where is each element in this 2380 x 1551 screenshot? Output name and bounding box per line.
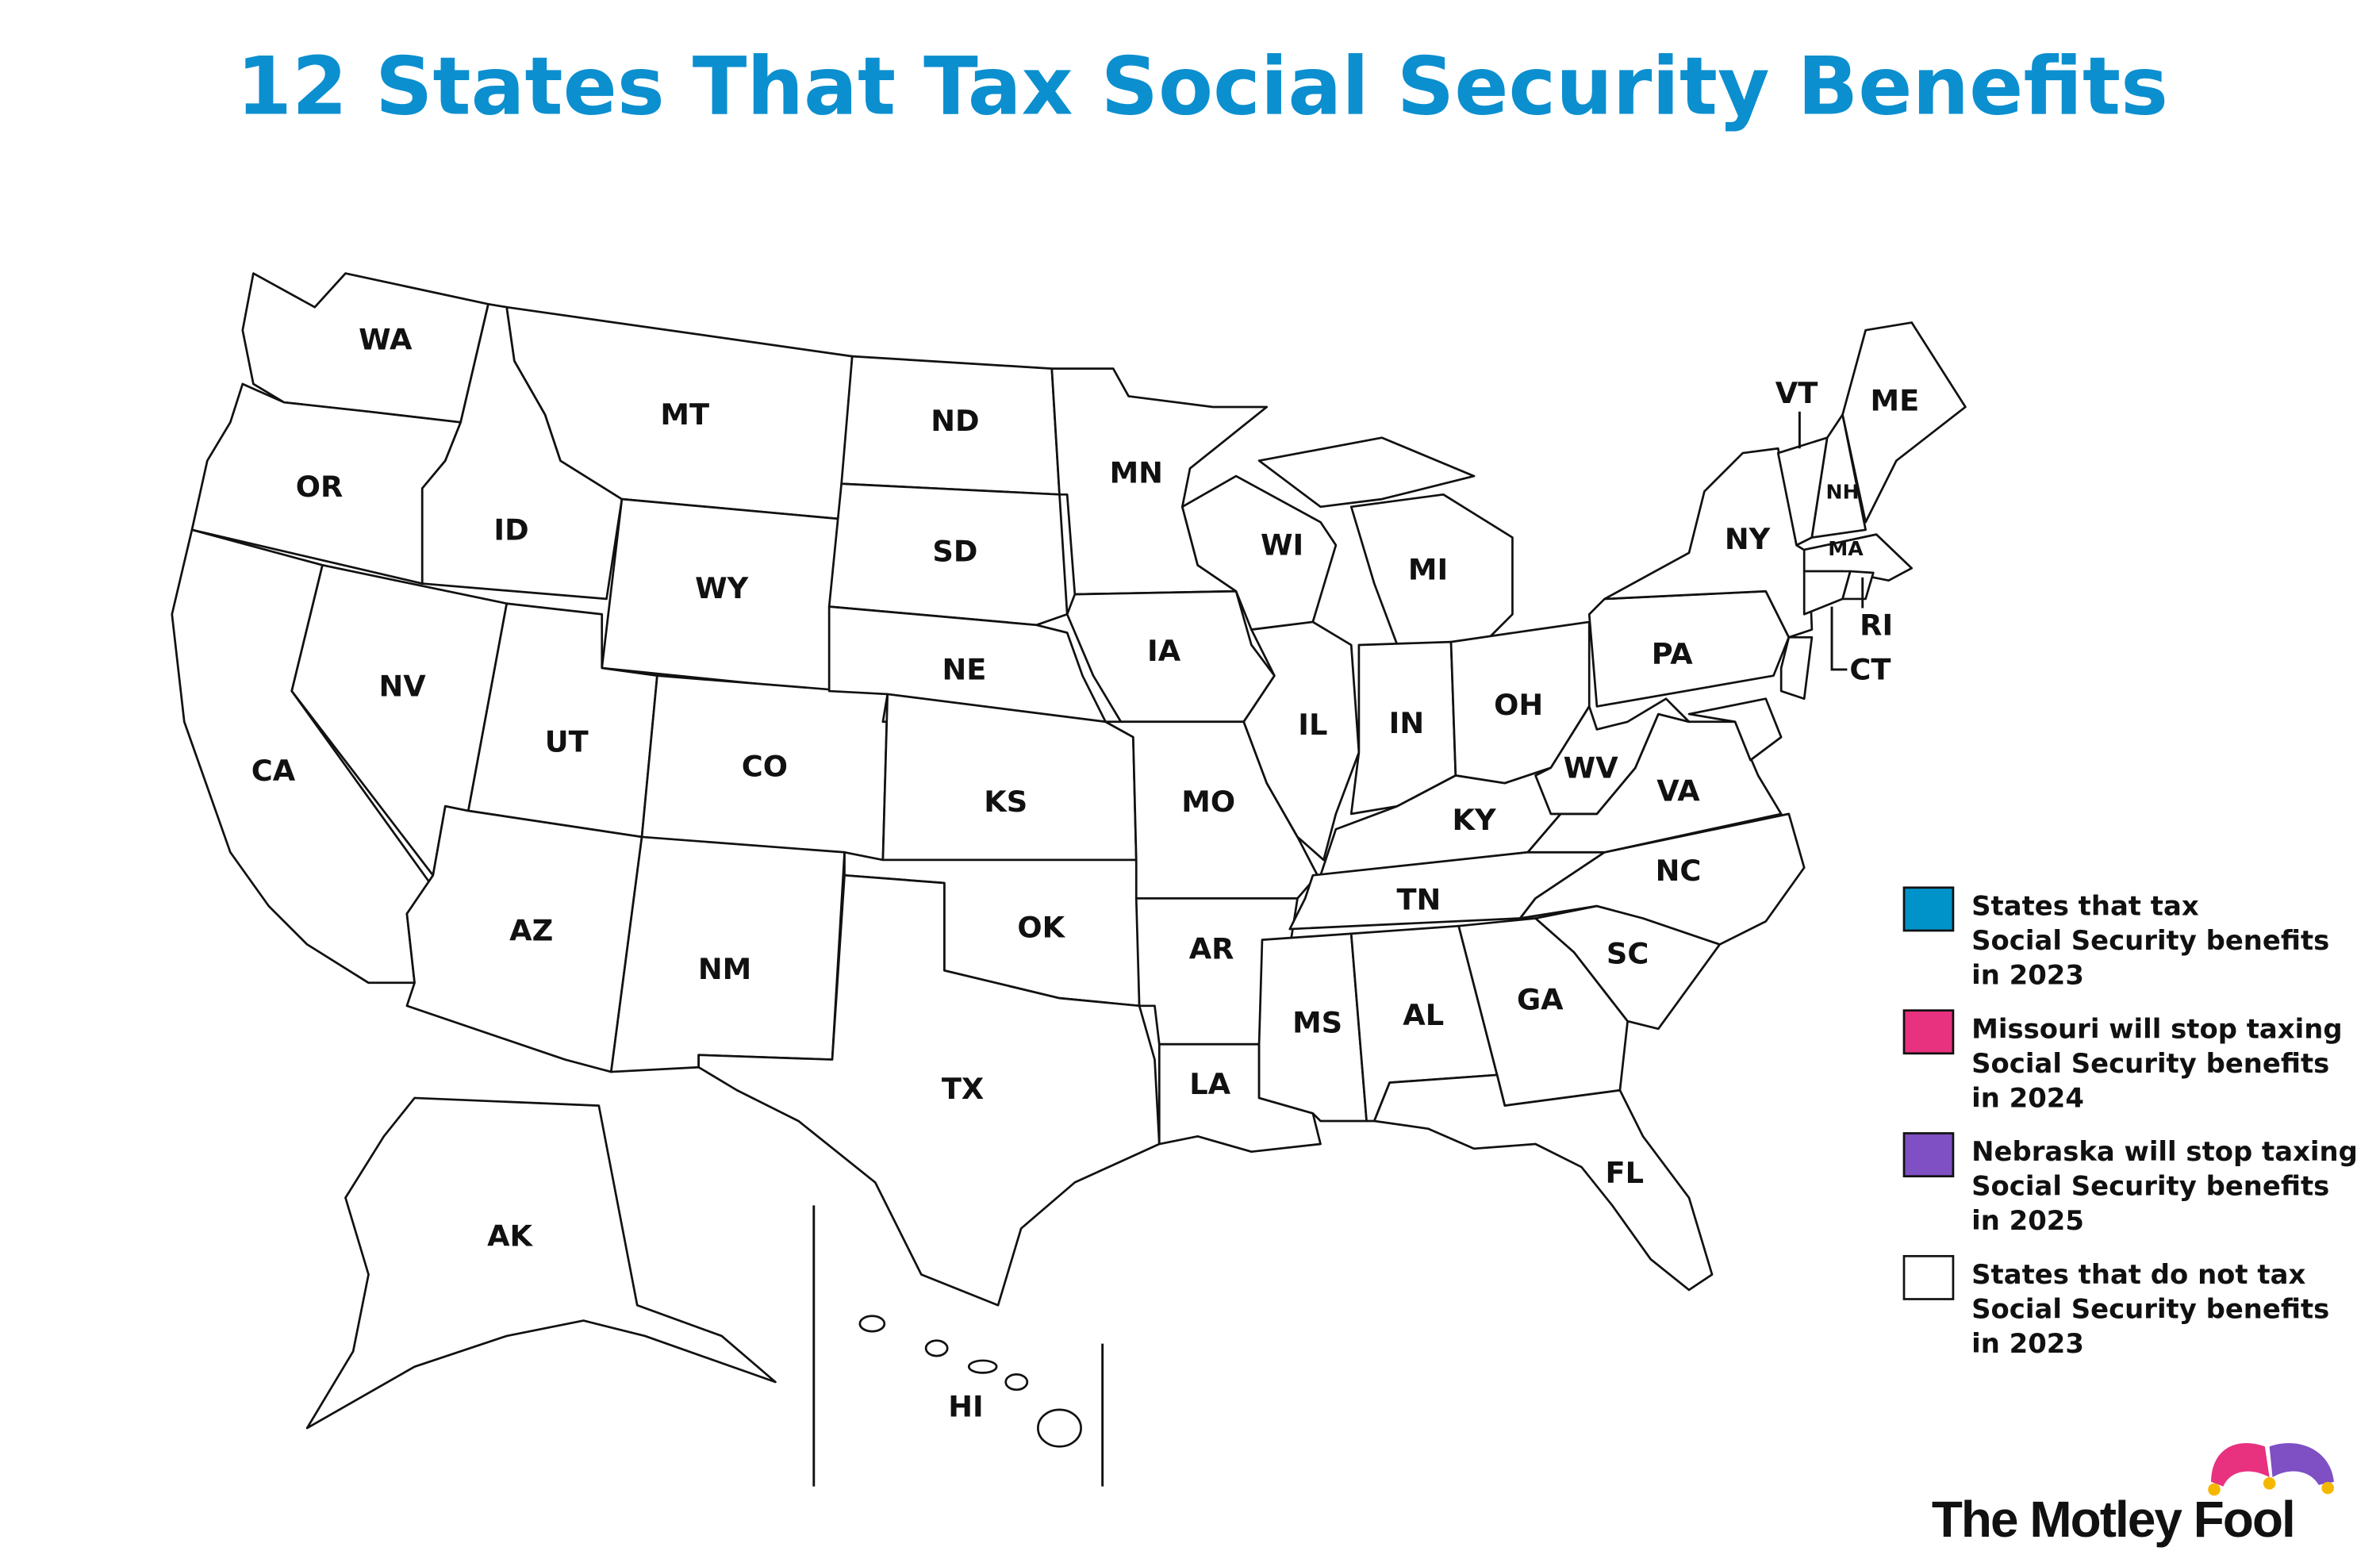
legend-label: in 2025 — [1971, 1205, 2084, 1236]
state-label: MA — [1828, 537, 1864, 560]
state-label: NV — [378, 670, 426, 704]
state-label: LA — [1189, 1067, 1230, 1101]
state-shape — [858, 1315, 886, 1333]
state-label: KY — [1453, 803, 1496, 837]
state-shape — [1037, 1408, 1082, 1448]
legend-swatch — [1902, 886, 1955, 932]
state-label: VA — [1656, 774, 1700, 808]
legend-swatch — [1902, 1132, 1955, 1178]
hawaii-islands — [858, 1315, 1082, 1448]
state-label: MS — [1292, 1006, 1342, 1040]
callout-line — [1830, 606, 1848, 671]
state-label: MI — [1408, 553, 1448, 587]
state-shape — [1372, 1073, 1714, 1292]
state-label: CT — [1849, 652, 1891, 686]
logo-text: The Motley Fool — [1932, 1491, 2294, 1548]
state-shape — [1257, 436, 1476, 509]
legend-label: in 2023 — [1971, 1328, 2084, 1359]
legend-label: in 2023 — [1971, 960, 2084, 991]
state-label: MN — [1110, 456, 1163, 490]
state-shape — [1534, 697, 1691, 816]
legend-label: in 2024 — [1971, 1082, 2084, 1113]
state-shape — [924, 1339, 949, 1357]
state-label: FL — [1605, 1156, 1644, 1190]
logo-icon — [2211, 1442, 2270, 1487]
state-label: CO — [742, 749, 788, 783]
state-label: TX — [942, 1072, 984, 1106]
state-label: IA — [1147, 634, 1181, 668]
state-shape — [827, 482, 1069, 627]
state-shape — [1687, 697, 1783, 762]
state-label: WA — [359, 322, 413, 356]
title: 12 States That Tax Social Security Benef… — [236, 40, 2168, 133]
state-label: VT — [1775, 376, 1818, 410]
state-shape — [1004, 1372, 1029, 1392]
state-shape — [1841, 570, 1875, 601]
legend-label: Social Security benefits — [1971, 925, 2329, 956]
logo-icon — [2263, 1477, 2276, 1490]
state-label: HI — [948, 1389, 983, 1423]
state-label: WY — [695, 571, 749, 605]
state-labels: WA OR CA NV ID MT WY UT AZ CO NM ND SD N… — [251, 322, 1919, 1423]
legend-label: Social Security benefits — [1971, 1048, 2329, 1079]
state-label: OH — [1494, 688, 1543, 722]
logo: The Motley Fool — [1932, 1442, 2334, 1548]
state-label: NM — [698, 952, 751, 986]
state-label: AZ — [509, 913, 553, 947]
state-label: KS — [984, 785, 1027, 819]
state-label: SC — [1606, 936, 1649, 970]
state-label: AK — [487, 1219, 533, 1253]
state-label: GA — [1517, 983, 1564, 1017]
state-label: NY — [1725, 522, 1771, 556]
state-shape — [1779, 635, 1814, 701]
state-shape — [1518, 812, 1806, 946]
state-label: ND — [931, 404, 979, 438]
logo-icon — [2321, 1481, 2334, 1495]
states — [171, 272, 1967, 1448]
legend-label: Social Security benefits — [1971, 1171, 2329, 1202]
state-label: WV — [1564, 751, 1619, 785]
state-label: UT — [545, 724, 589, 758]
state-label: OR — [296, 470, 344, 504]
state-label: IL — [1298, 708, 1327, 742]
state-label: WI — [1261, 528, 1303, 562]
state-shape — [1349, 493, 1514, 647]
state-label: AR — [1189, 932, 1234, 966]
state-shape — [1242, 620, 1361, 862]
state-shape — [1810, 413, 1867, 539]
state-label: OK — [1017, 911, 1065, 945]
state-label: NH — [1826, 480, 1860, 503]
legend-swatch — [1902, 1009, 1955, 1055]
state-label: NE — [942, 652, 987, 686]
state-label: CA — [251, 754, 296, 788]
legend-swatch — [1902, 1254, 1955, 1300]
state-shape — [697, 873, 1161, 1307]
state-label: TN — [1396, 883, 1441, 917]
legend-label: Social Security benefits — [1971, 1294, 2329, 1325]
legend-label: States that tax — [1971, 890, 2199, 921]
state-label: MT — [660, 397, 709, 432]
state-label: ID — [493, 513, 528, 547]
legend-label: Nebraska will stop taxing — [1971, 1136, 2358, 1167]
logo-icon — [2208, 1483, 2221, 1496]
legend-label: States that do not tax — [1971, 1259, 2305, 1290]
state-label: MO — [1181, 785, 1235, 819]
state-label: ME — [1871, 384, 1920, 418]
state-label: AL — [1403, 998, 1444, 1032]
state-label: IN — [1389, 706, 1424, 740]
state-label: NC — [1656, 854, 1702, 888]
state-label: PA — [1652, 637, 1694, 671]
state-shape — [1841, 321, 1967, 524]
state-label: SD — [932, 534, 977, 568]
state-shape — [305, 1096, 777, 1430]
logo-icon — [2269, 1442, 2334, 1485]
state-label: RI — [1860, 608, 1893, 642]
state-shape — [967, 1359, 998, 1374]
legend-label: Missouri will stop taxing — [1971, 1013, 2342, 1044]
